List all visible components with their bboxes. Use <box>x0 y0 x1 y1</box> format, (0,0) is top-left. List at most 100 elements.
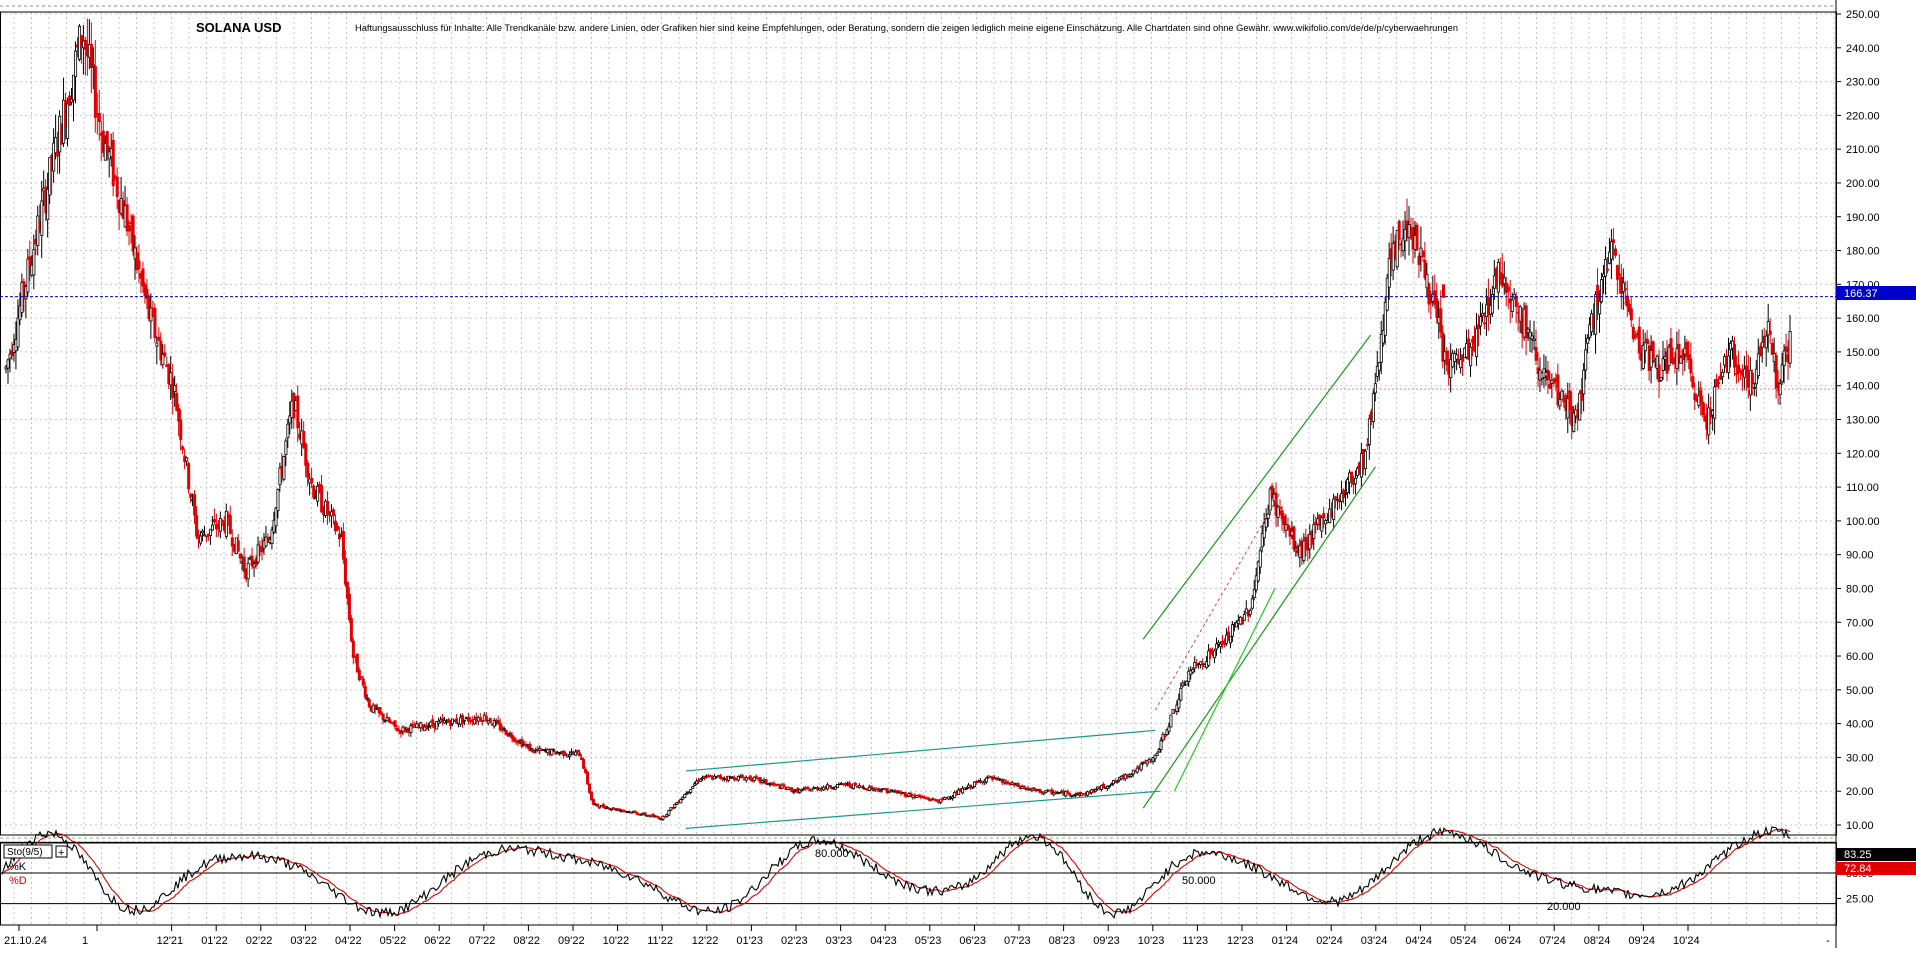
candle-body <box>361 678 365 686</box>
candle-body <box>512 737 516 742</box>
candle-body <box>1449 358 1453 379</box>
candle-body <box>969 784 973 789</box>
x-tick-label: 05'23 <box>915 935 942 947</box>
candle-body <box>639 813 643 816</box>
k-value-badge <box>1836 848 1916 861</box>
price-candles <box>4 18 1792 821</box>
d-value: 72.84 <box>1844 863 1872 875</box>
candle-body <box>1502 277 1506 285</box>
candle-body <box>1707 407 1711 436</box>
candle-body <box>1604 259 1608 277</box>
candle-body <box>153 307 157 339</box>
candle-body <box>1677 343 1681 359</box>
price-tick-label: 90.00 <box>1846 550 1874 562</box>
candle-body <box>1760 341 1764 348</box>
candle-body <box>1788 331 1792 364</box>
candle-body <box>1131 769 1135 775</box>
candle-body <box>984 777 988 783</box>
x-tick-label: 01'23 <box>736 935 763 947</box>
candle-body <box>1483 322 1487 325</box>
x-tick-label: 01'24 <box>1272 935 1299 947</box>
candle-body <box>851 783 855 789</box>
candle-body <box>1735 372 1739 375</box>
candle-body <box>1687 354 1691 361</box>
x-tick-label: 11'22 <box>647 935 673 947</box>
candle-body <box>282 456 286 480</box>
candle-body <box>1139 763 1143 771</box>
x-tick-label: 01'22 <box>201 935 228 947</box>
candle-body <box>8 353 12 359</box>
candle-body <box>671 806 675 809</box>
x-tick-label: 03'23 <box>826 935 853 947</box>
k-value: 83.25 <box>1844 849 1872 861</box>
x-tick-label: 08'23 <box>1049 935 1076 947</box>
legend-d: %D <box>9 875 27 887</box>
candle-body <box>776 783 780 786</box>
candle-body <box>1534 346 1538 361</box>
x-tick-label: 06'23 <box>959 935 986 947</box>
candle-body <box>212 519 216 523</box>
candle-body <box>70 98 74 103</box>
candle-body <box>1518 306 1522 322</box>
candle-body <box>1395 229 1399 268</box>
candle-body <box>657 816 661 820</box>
candle-body <box>1344 493 1348 496</box>
candle-body <box>203 534 207 537</box>
candle-body <box>887 790 891 794</box>
candle-body <box>1375 365 1379 377</box>
candle-body <box>1276 506 1280 518</box>
candle-body <box>1612 239 1616 243</box>
price-tick-label: 60.00 <box>1846 651 1874 663</box>
candle-body <box>36 215 40 246</box>
candle-body <box>1621 282 1625 292</box>
candle-body <box>1230 624 1234 637</box>
x-tick-label: 08'24 <box>1584 935 1611 947</box>
candle-body <box>1016 783 1020 787</box>
candle-body <box>1598 300 1602 315</box>
x-tick-label: 07'24 <box>1539 935 1566 947</box>
candle-body <box>296 395 300 429</box>
candle-body <box>695 780 699 785</box>
candle-body <box>889 789 893 792</box>
candle-body <box>643 812 647 816</box>
stoch-toggle-button[interactable] <box>55 845 68 858</box>
candle-body <box>278 467 282 486</box>
candle-body <box>1459 359 1463 369</box>
candle-body <box>1679 356 1683 364</box>
candle-body <box>1346 478 1350 493</box>
candle-body <box>345 581 349 599</box>
x-tick-label: 10'22 <box>603 935 630 947</box>
candle-body <box>582 758 586 769</box>
candle-body <box>601 804 605 808</box>
price-grid <box>0 5 1837 843</box>
candle-body <box>1266 513 1270 519</box>
candle-body <box>1383 302 1387 336</box>
candle-body <box>1221 640 1225 643</box>
candle-body <box>617 808 621 812</box>
candle-body <box>621 809 625 812</box>
candle-body <box>1582 369 1586 395</box>
candle-body <box>770 783 774 786</box>
candle-body <box>111 139 115 187</box>
candle-body <box>1780 364 1784 383</box>
candle-body <box>772 782 776 785</box>
candle-body <box>349 618 353 642</box>
candle-body <box>744 777 748 781</box>
candle-body <box>1256 561 1260 582</box>
x-tick-label: 04'24 <box>1405 935 1432 947</box>
candle-body <box>210 524 214 531</box>
candle-body <box>1240 617 1244 625</box>
candle-body <box>1115 780 1119 783</box>
candle-body <box>1721 371 1725 378</box>
price-tick-label: 40.00 <box>1846 719 1874 731</box>
candle-body <box>853 782 857 786</box>
candle-body <box>1264 518 1268 528</box>
candle-body <box>1167 726 1171 732</box>
candle-body <box>1754 368 1758 385</box>
stoch-level-80: 80.000 <box>815 848 849 860</box>
candle-body <box>1322 512 1326 519</box>
candle-body <box>1217 642 1221 645</box>
candle-body <box>1175 704 1179 712</box>
candle-body <box>260 546 264 553</box>
